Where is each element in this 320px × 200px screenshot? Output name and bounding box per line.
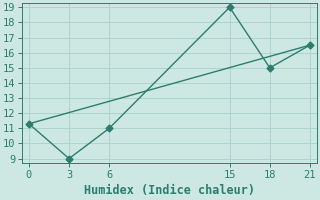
X-axis label: Humidex (Indice chaleur): Humidex (Indice chaleur) bbox=[84, 184, 255, 197]
